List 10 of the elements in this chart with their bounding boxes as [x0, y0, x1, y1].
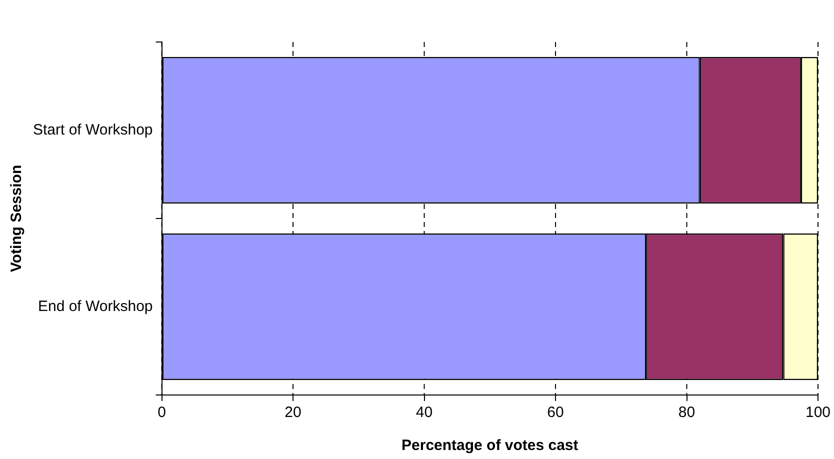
x-tick-label: 40 [416, 404, 433, 422]
x-tick-label: 0 [158, 404, 166, 422]
x-tick-label: 20 [284, 404, 302, 422]
x-tick-label: 100 [805, 404, 831, 422]
y-tick-label: End of Workshop [38, 298, 153, 315]
y-tick-label: Start of Workshop [32, 121, 153, 138]
x-axis-title: Percentage of votes cast [402, 437, 578, 454]
y-axis-title: Voting Session [8, 164, 26, 272]
x-tick-label: 80 [678, 404, 696, 422]
x-tick-label: 60 [547, 404, 564, 422]
